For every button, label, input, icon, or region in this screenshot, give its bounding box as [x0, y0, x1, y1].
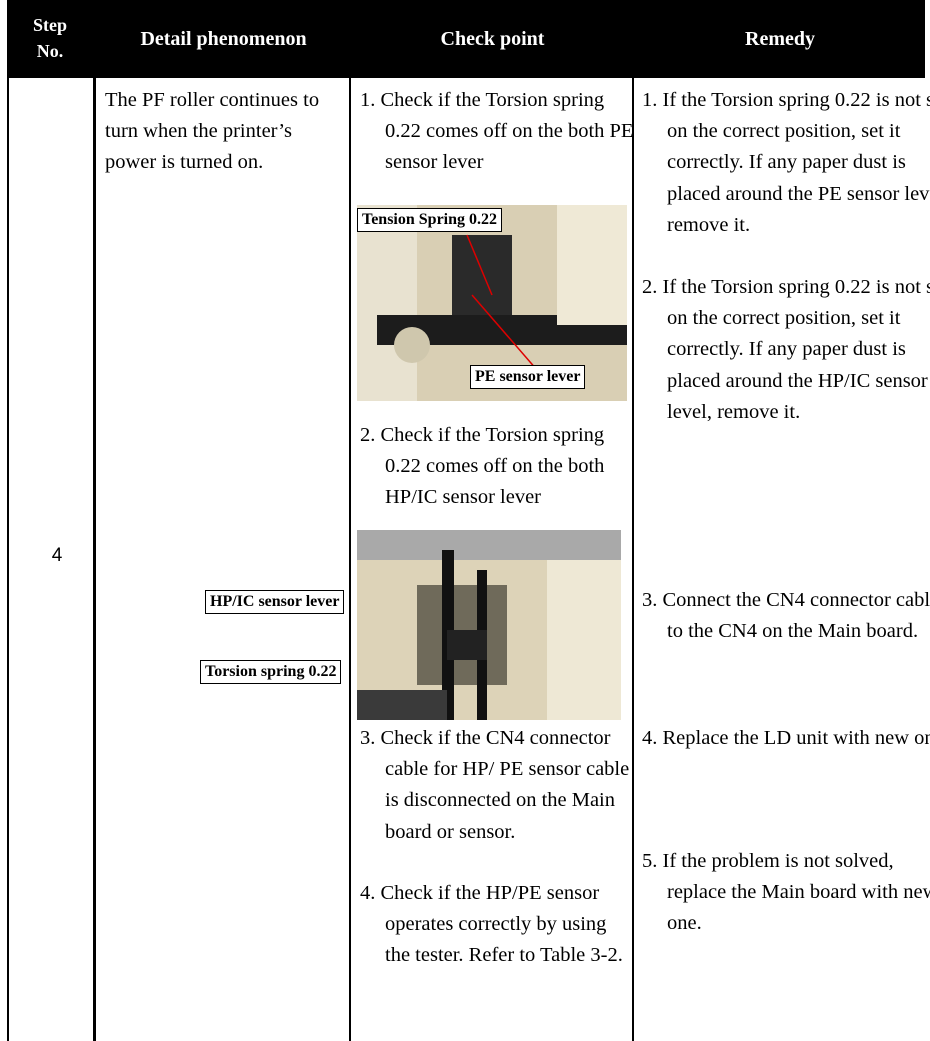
border-left [7, 0, 9, 1041]
photo-label: Tension Spring 0.22 [357, 208, 503, 232]
col-separator [93, 0, 96, 1041]
check-item: 1. Check if the Torsion spring 0.22 come… [360, 89, 634, 174]
photo-label: Torsion spring 0.22 [200, 660, 342, 684]
photo-label: HP/IC sensor lever [205, 590, 345, 614]
header-remedy: Remedy [745, 28, 815, 50]
photo [357, 530, 621, 720]
remedy-item: 1. If the Torsion spring 0.22 is not set… [642, 89, 930, 236]
check-item: 4. Check if the HP/PE sensor operates co… [360, 882, 623, 967]
header-check: Check point [440, 28, 545, 50]
remedy-item: 4. Replace the LD unit with new one. [642, 727, 930, 749]
col-separator [632, 0, 634, 1041]
check-item: 3. Check if the CN4 connector cable for … [360, 727, 630, 843]
detail-text: The PF roller continues to turn when the… [105, 89, 320, 174]
header-detail: Detail phenomenon [140, 28, 307, 50]
photo-label: PE sensor lever [470, 365, 586, 389]
remedy-item: 5. If the problem is not solved, replace… [642, 850, 930, 935]
step-number: 4 [51, 545, 63, 566]
header-step: Step No. [32, 15, 67, 61]
col-separator [349, 0, 351, 1041]
header-bar [8, 0, 925, 78]
remedy-item: 3. Connect the CN4 connector cable to th… [642, 589, 930, 643]
remedy-item: 2. If the Torsion spring 0.22 is not set… [642, 276, 930, 423]
check-item: 2. Check if the Torsion spring 0.22 come… [360, 424, 605, 509]
